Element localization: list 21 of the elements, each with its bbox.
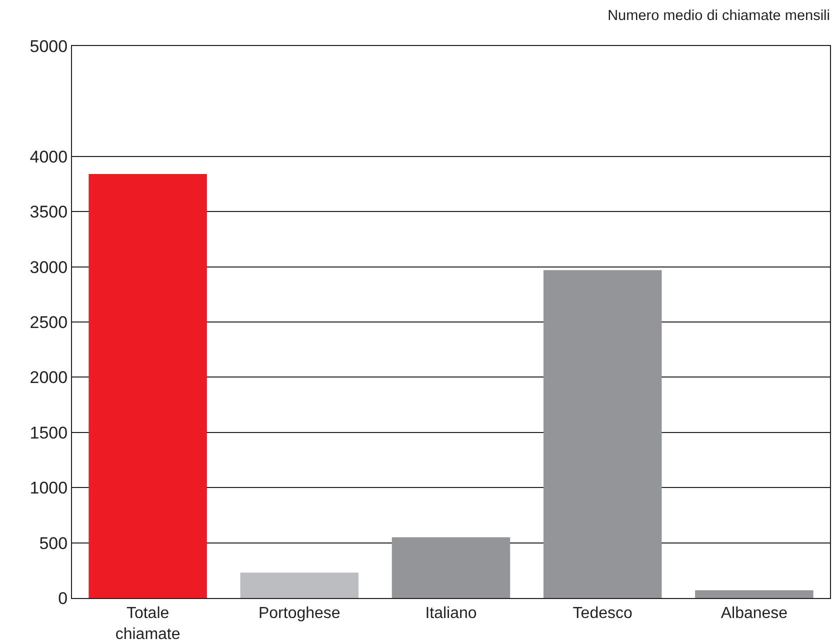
bar <box>543 270 662 598</box>
x-tick-label: Portoghese <box>258 605 340 622</box>
x-tick-label: Italiano <box>425 605 477 622</box>
y-tick-label: 1500 <box>30 423 68 442</box>
y-tick-label: 5000 <box>30 36 68 56</box>
chart-title: Numero medio di chiamate mensili <box>608 8 830 24</box>
bar <box>88 174 207 598</box>
y-tick-label: 3000 <box>30 258 68 277</box>
y-tick-label: 0 <box>58 588 68 608</box>
y-tick-label: 4000 <box>30 147 68 166</box>
bar <box>695 590 814 598</box>
bar <box>392 537 510 598</box>
y-tick-label: 3500 <box>30 202 68 222</box>
x-tick-label: Albanese <box>720 605 788 622</box>
y-tick-label: 1000 <box>30 478 68 498</box>
y-tick-label: 2000 <box>30 368 68 388</box>
x-tick-label: Totale chiamate <box>115 605 180 643</box>
x-tick-label: Tedesco <box>572 605 632 622</box>
y-tick-label: 2500 <box>30 312 68 332</box>
y-tick-label: 500 <box>39 534 68 553</box>
bar <box>240 572 359 598</box>
